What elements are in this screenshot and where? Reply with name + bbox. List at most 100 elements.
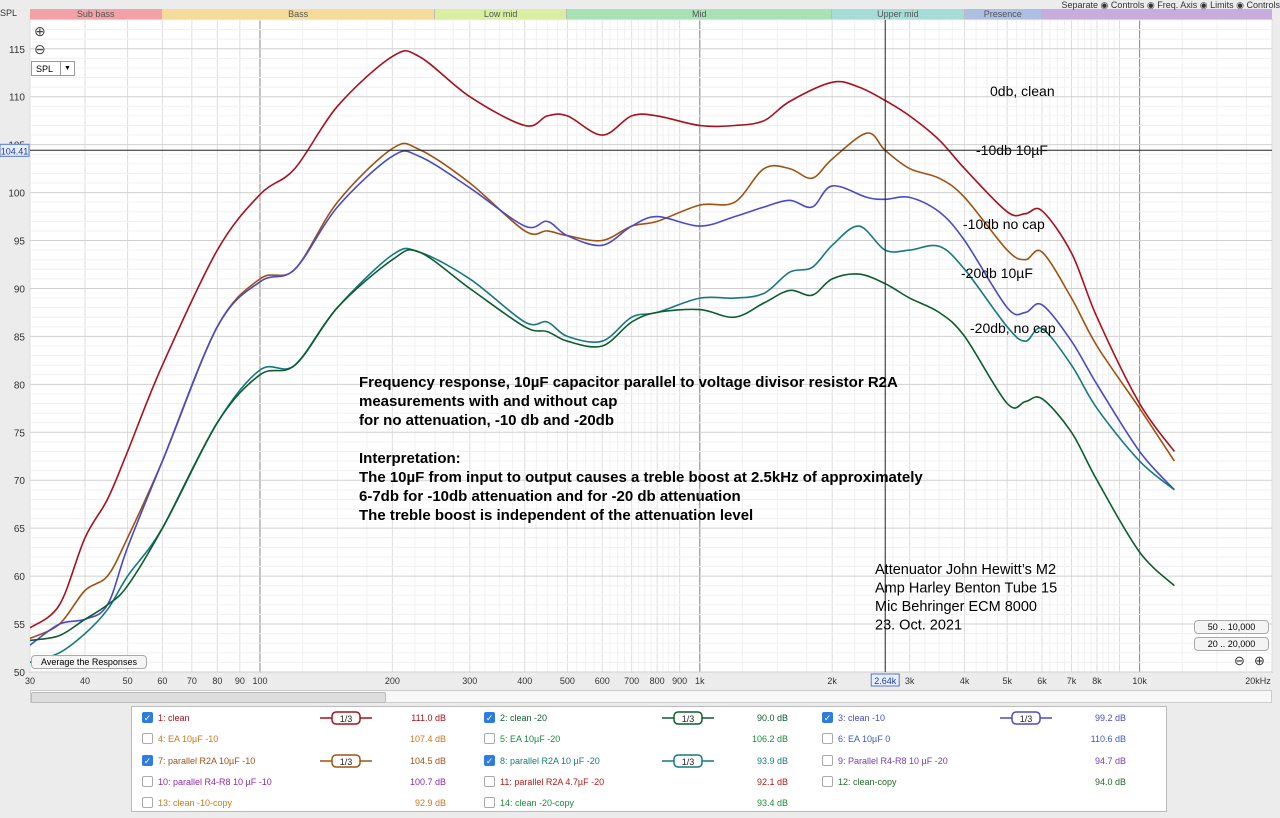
y-tick-label: 80 — [14, 380, 26, 391]
smoothing-icon[interactable]: 1/3 — [662, 753, 714, 768]
svg-text:1/3: 1/3 — [682, 757, 695, 767]
legend-value: 107.4 dB — [409, 734, 446, 745]
curve-label: -20db, no cap — [970, 320, 1056, 336]
legend-checkbox[interactable]: ✓ — [484, 712, 495, 723]
legend-item: ✓ 3: clean -10 1/3 99.2 dB — [822, 708, 1152, 728]
zoom-out-icon[interactable]: ⊖ — [34, 41, 46, 57]
smoothing-icon[interactable]: 1/3 — [320, 711, 372, 725]
spl-select[interactable]: SPL ▼ — [31, 61, 75, 76]
y-tick-label: 65 — [14, 524, 26, 535]
y-tick-label: 75 — [14, 428, 26, 439]
x-tick-label: 50 — [123, 676, 133, 686]
zoom-in-icon[interactable]: ⊕ — [1254, 653, 1265, 668]
legend-value: 104.5 dB — [409, 755, 446, 766]
legend-value: 94.0 dB — [1094, 776, 1126, 787]
scrollbar-thumb[interactable] — [31, 692, 386, 703]
legend-value: 90.0 dB — [756, 713, 788, 723]
legend-value: 106.2 dB — [751, 734, 788, 745]
legend-checkbox[interactable] — [484, 797, 495, 809]
legend-name: 2: clean -20 — [500, 713, 548, 723]
x-tick-label: 7k — [1067, 676, 1077, 686]
smoothing-icon[interactable]: 1/3 — [1000, 711, 1052, 725]
measurement-legend: ✓ 1: clean 1/3 111.0 dB ✓ 2: clean -20 1/3 90.0… — [131, 706, 1167, 812]
x-tick-label: 100 — [252, 676, 267, 686]
legend-checkbox[interactable] — [142, 775, 153, 787]
legend-item: 11: parallel R2A 4.7µF -20 92.1 dB — [484, 772, 814, 792]
x-tick-label: 2k — [827, 676, 837, 686]
cursor-x-readout-box — [870, 673, 900, 687]
x-tick-label: 10k — [1132, 676, 1147, 686]
smoothing-icon[interactable]: 1/3 — [320, 753, 372, 768]
legend-checkbox[interactable] — [142, 797, 153, 809]
y-tick-label: 85 — [14, 332, 26, 343]
legend-item: 5: EA 10µF -20 106.2 dB — [484, 729, 814, 749]
zoom-in-icon[interactable]: ⊕ — [34, 23, 46, 39]
legend-checkbox[interactable] — [484, 775, 495, 787]
svg-text:1/3: 1/3 — [1020, 714, 1033, 724]
legend-name: 14: clean -20-copy — [500, 798, 575, 809]
legend-checkbox[interactable]: ✓ — [142, 754, 153, 766]
legend-name: 4: EA 10µF -10 — [158, 734, 219, 745]
smoothing-icon[interactable]: 1/3 — [662, 711, 714, 725]
legend-checkbox[interactable]: ✓ — [484, 754, 495, 766]
legend-name: 9: Parallel R4-R8 10 µF -20 — [838, 755, 948, 766]
legend-item: 10: parallel R4-R8 10 µF -10 100.7 dB — [142, 772, 472, 792]
annotation-line: 6-7db for -10db attenuation and for -20 … — [359, 488, 741, 505]
info-line: Attenuator John Hewitt’s M2 — [875, 562, 1056, 578]
band-low-mid: Low mid — [434, 9, 568, 20]
spl-select-value: SPL — [36, 64, 54, 74]
cursor-y-readout-box — [0, 143, 30, 157]
y-tick-label: 60 — [14, 572, 26, 583]
svg-text:1/3: 1/3 — [340, 714, 353, 724]
legend-checkbox[interactable] — [484, 733, 495, 745]
chevron-down-icon: ▼ — [60, 62, 74, 75]
band-presence: Presence — [964, 9, 1043, 20]
y-tick-label: 100 — [8, 189, 25, 200]
x-tick-label: 30 — [25, 676, 35, 686]
legend-checkbox[interactable] — [142, 733, 153, 745]
x-tick-label: 800 — [650, 676, 665, 686]
svg-text:1/3: 1/3 — [340, 757, 353, 767]
legend-item: ✓ 8: parallel R2A 10 µF -20 1/3 93.9 dB — [484, 751, 814, 771]
legend-checkbox[interactable]: ✓ — [822, 712, 833, 723]
legend-item: ✓ 1: clean 1/3 111.0 dB — [142, 708, 472, 728]
horizontal-scrollbar[interactable] — [30, 690, 1272, 703]
x-tick-label: 600 — [595, 676, 610, 686]
band-bass: Bass — [162, 9, 435, 20]
legend-checkbox[interactable] — [822, 775, 833, 787]
x-tick-label: 80 — [212, 676, 222, 686]
y-tick-label: 95 — [14, 237, 26, 248]
legend-checkbox[interactable]: ✓ — [142, 712, 153, 723]
range-20-20000-button[interactable]: 20 .. 20,000 — [1194, 637, 1269, 651]
legend-checkbox[interactable] — [822, 733, 833, 745]
x-tick-label: 200 — [385, 676, 400, 686]
legend-item: 12: clean-copy 94.0 dB — [822, 772, 1152, 792]
legend-value: 93.4 dB — [756, 798, 788, 809]
x-tick-label: 5k — [1002, 676, 1012, 686]
range-50-10000-button[interactable]: 50 .. 10,000 — [1194, 620, 1269, 634]
legend-checkbox[interactable] — [822, 754, 833, 766]
legend-value: 92.9 dB — [414, 798, 446, 809]
top-controls-text[interactable]: Separate ◉ Controls ◉ Freq. Axis ◉ Limit… — [1061, 0, 1280, 10]
legend-name: 6: EA 10µF 0 — [838, 734, 891, 745]
average-responses-button[interactable]: Average the Responses — [31, 655, 147, 669]
legend-name: 11: parallel R2A 4.7µF -20 — [500, 776, 605, 787]
legend-item: 14: clean -20-copy 93.4 dB — [484, 793, 814, 813]
frequency-response-chart[interactable]: 5055606570758085909510010511011530405060… — [0, 0, 1280, 690]
y-tick-label: 55 — [14, 620, 26, 631]
y-tick-label: 90 — [14, 284, 26, 295]
series-line — [30, 49, 1176, 629]
x-tick-label: 3k — [905, 676, 915, 686]
curve-label: -10db no cap — [963, 216, 1045, 232]
band-upper-mid: Upper mid — [832, 9, 965, 20]
band-sub-bass: Sub bass — [30, 9, 163, 20]
legend-value: 110.6 dB — [1090, 734, 1126, 745]
series-group — [30, 49, 1176, 629]
annotation-line: Interpretation: — [359, 450, 461, 467]
legend-name: 12: clean-copy — [838, 776, 897, 787]
zoom-out-icon[interactable]: ⊖ — [1234, 653, 1245, 668]
legend-value: 92.1 dB — [756, 776, 788, 787]
cursor-x-readout: 2.64k — [874, 676, 897, 686]
x-tick-label: 900 — [672, 676, 687, 686]
legend-name: 8: parallel R2A 10 µF -20 — [500, 755, 600, 766]
